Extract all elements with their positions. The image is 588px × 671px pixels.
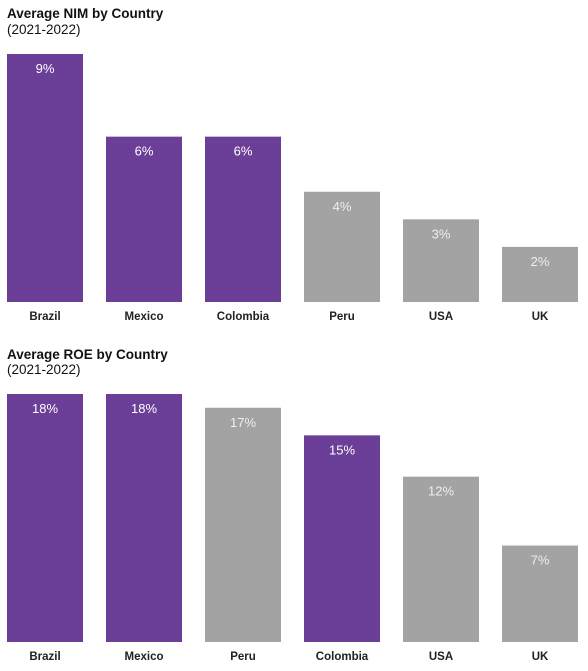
bar-uk [502, 246, 578, 302]
data-label-peru: 17% [230, 415, 256, 430]
data-label-uk: 7% [531, 553, 550, 568]
tick-label-brazil: Brazil [29, 651, 60, 663]
bar-mexico [106, 394, 182, 642]
bar-brazil [7, 394, 83, 642]
data-label-usa: 12% [428, 484, 454, 499]
chart-subtitle: (2021-2022) [7, 362, 81, 377]
nim-chart: Average NIM by Country (2021-2022) 9% Bra… [0, 0, 588, 330]
tick-label-colombia: Colombia [217, 311, 270, 323]
data-label-peru: 4% [333, 199, 352, 214]
data-label-colombia: 6% [234, 144, 253, 159]
nim-bar-plot: 9% Brazil 6% Mexico 6% Colombia 4% Peru 3% USA 2% U… [7, 54, 578, 323]
chart-title: Average ROE by Country [7, 347, 168, 362]
bar-peru [205, 407, 281, 642]
bar-usa [403, 219, 479, 302]
roe-bar-plot: 18% Brazil 18% Mexico 17% Peru 15% Colombia 12% U… [7, 394, 578, 663]
data-label-mexico: 18% [131, 401, 157, 416]
tick-label-mexico: Mexico [125, 651, 164, 663]
tick-label-peru: Peru [230, 651, 256, 663]
bar-colombia [304, 435, 380, 642]
data-label-usa: 3% [432, 226, 451, 241]
data-label-uk: 2% [531, 254, 550, 269]
bar-brazil [7, 54, 83, 302]
roe-chart: Average ROE by Country (2021-2022) 18% Br… [0, 340, 588, 671]
tick-label-peru: Peru [329, 311, 355, 323]
data-label-brazil: 9% [36, 61, 55, 76]
bar-peru [304, 191, 380, 302]
bar-usa [403, 476, 479, 642]
tick-label-brazil: Brazil [29, 311, 60, 323]
bar-colombia [205, 136, 281, 302]
bar-uk [502, 545, 578, 642]
tick-label-uk: UK [532, 311, 549, 323]
bar-mexico [106, 136, 182, 302]
data-label-brazil: 18% [32, 401, 58, 416]
chart-subtitle: (2021-2022) [7, 22, 81, 37]
chart-title: Average NIM by Country [7, 6, 164, 21]
tick-label-mexico: Mexico [125, 311, 164, 323]
data-label-colombia: 15% [329, 442, 355, 457]
data-label-mexico: 6% [135, 144, 154, 159]
tick-label-uk: UK [532, 651, 549, 663]
tick-label-usa: USA [429, 311, 453, 323]
tick-label-usa: USA [429, 651, 453, 663]
tick-label-colombia: Colombia [316, 651, 369, 663]
